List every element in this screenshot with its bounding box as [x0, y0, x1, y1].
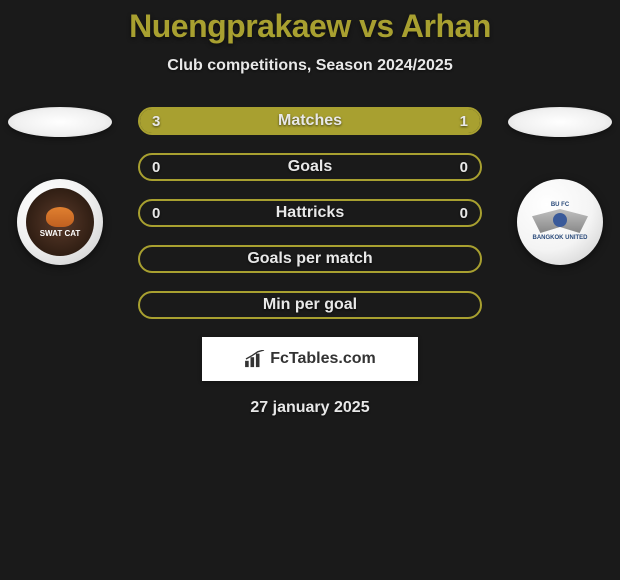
left-club-badge: SWAT CAT [17, 179, 103, 265]
left-player-column: SWAT CAT [6, 107, 114, 265]
stat-fill-left [140, 109, 395, 133]
right-club-badge: BU FC BANGKOK UNITED [517, 179, 603, 265]
stat-label: Goals per match [247, 250, 372, 268]
watermark-text: FcTables.com [244, 350, 376, 368]
right-club-text-2: BANGKOK UNITED [533, 235, 588, 242]
main-row: SWAT CAT 3 Matches 1 0 Goals 0 0 Hattricks 0 Goal… [0, 107, 620, 319]
wing-icon [532, 209, 588, 233]
stat-row: 0 Goals 0 [138, 153, 482, 181]
stat-value-left: 0 [152, 205, 160, 222]
stats-column: 3 Matches 1 0 Goals 0 0 Hattricks 0 Goals per mat… [138, 107, 482, 319]
stat-value-left: 0 [152, 159, 160, 176]
subtitle: Club competitions, Season 2024/2025 [0, 57, 620, 75]
stat-row: Min per goal [138, 291, 482, 319]
stat-label: Hattricks [276, 204, 344, 222]
stat-row: Goals per match [138, 245, 482, 273]
left-flag-ellipse [8, 107, 112, 137]
right-club-text-1: BU FC [551, 202, 569, 209]
comparison-container: Nuengprakaew vs Arhan Club competitions,… [0, 0, 620, 417]
left-club-inner: SWAT CAT [26, 188, 94, 256]
left-club-text: SWAT CAT [40, 230, 81, 238]
watermark-label: FcTables.com [270, 350, 376, 368]
watermark: FcTables.com [202, 337, 418, 381]
stat-value-right: 1 [460, 113, 468, 130]
cat-icon [46, 207, 74, 227]
right-club-inner: BU FC BANGKOK UNITED [532, 202, 588, 241]
stat-value-left: 3 [152, 113, 160, 130]
stat-label: Goals [288, 158, 332, 176]
stat-row: 0 Hattricks 0 [138, 199, 482, 227]
page-title: Nuengprakaew vs Arhan [0, 8, 620, 45]
stat-value-right: 0 [460, 205, 468, 222]
date-text: 27 january 2025 [0, 399, 620, 417]
stat-value-right: 0 [460, 159, 468, 176]
right-flag-ellipse [508, 107, 612, 137]
stat-row: 3 Matches 1 [138, 107, 482, 135]
stat-label: Matches [278, 112, 342, 130]
right-player-column: BU FC BANGKOK UNITED [506, 107, 614, 265]
chart-icon [244, 350, 266, 368]
stat-label: Min per goal [263, 296, 357, 314]
